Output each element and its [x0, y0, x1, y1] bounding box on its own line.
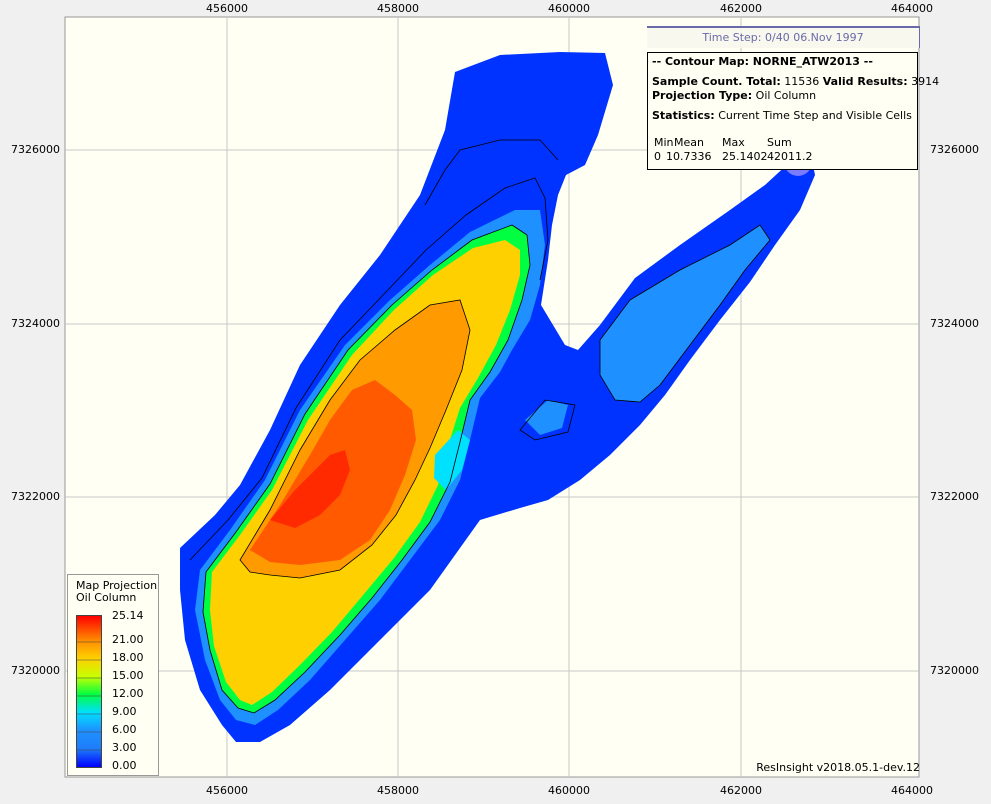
x-tick-top-462000: 462000 — [720, 2, 762, 15]
y-tick-left-7320000: 7320000 — [11, 664, 60, 677]
projection-type-line: Projection Type: Oil Column — [652, 89, 817, 102]
version-label: ResInsight v2018.05.1-dev.12 — [756, 761, 920, 774]
legend-tick-max: 25.14 — [112, 609, 144, 622]
x-tick-top-456000: 456000 — [206, 2, 248, 15]
y-tick-left-7322000: 7322000 — [11, 490, 60, 503]
contour-lines — [189, 139, 771, 714]
y-tick-right-7322000: 7322000 — [930, 490, 979, 503]
x-tick-bottom-464000: 464000 — [891, 784, 933, 797]
y-tick-left-7326000: 7326000 — [11, 143, 60, 156]
info-title: -- Contour Map: NORNE_ATW2013 -- — [652, 55, 873, 68]
legend-tick-0: 0.00 — [112, 759, 137, 772]
x-tick-bottom-460000: 460000 — [548, 784, 590, 797]
statistics-line: Statistics: Current Time Step and Visibl… — [652, 109, 912, 122]
legend-tick-12: 12.00 — [112, 687, 144, 700]
legend-color-bar — [76, 615, 102, 768]
contour-map-info-box: -- Contour Map: NORNE_ATW2013 -- Sample … — [647, 52, 940, 170]
time-step-label: Time Step: 0/40 06.Nov 1997 — [647, 26, 920, 48]
y-tick-right-7324000: 7324000 — [930, 317, 979, 330]
statistics-table: Min Mean Max Sum 0 10.7336 25.1402 42011… — [654, 136, 817, 164]
stats-header-row: Min Mean Max Sum — [654, 136, 792, 149]
legend-tick-6: 6.00 — [112, 723, 137, 736]
y-tick-left-7324000: 7324000 — [11, 317, 60, 330]
x-tick-top-458000: 458000 — [377, 2, 419, 15]
y-tick-right-7320000: 7320000 — [930, 664, 979, 677]
x-tick-top-464000: 464000 — [891, 2, 933, 15]
color-legend: Map Projection Oil Column 25.14 21.00 18… — [67, 574, 159, 776]
legend-tick-9: 9.00 — [112, 705, 137, 718]
x-tick-bottom-456000: 456000 — [206, 784, 248, 797]
sample-count-line: Sample Count. Total: 11536 Valid Results… — [652, 75, 940, 88]
stats-value-row: 0 10.7336 25.1402 42011.2 — [654, 150, 813, 163]
legend-title: Map Projection — [76, 579, 158, 592]
x-tick-top-460000: 460000 — [548, 2, 590, 15]
legend-tick-15: 15.00 — [112, 669, 144, 682]
x-tick-bottom-458000: 458000 — [377, 784, 419, 797]
legend-tick-21: 21.00 — [112, 633, 144, 646]
legend-subtitle: Oil Column — [76, 591, 137, 604]
legend-tick-3: 3.00 — [112, 741, 137, 754]
legend-tick-18: 18.00 — [112, 651, 144, 664]
y-tick-right-7326000: 7326000 — [930, 143, 979, 156]
x-tick-bottom-462000: 462000 — [720, 784, 762, 797]
